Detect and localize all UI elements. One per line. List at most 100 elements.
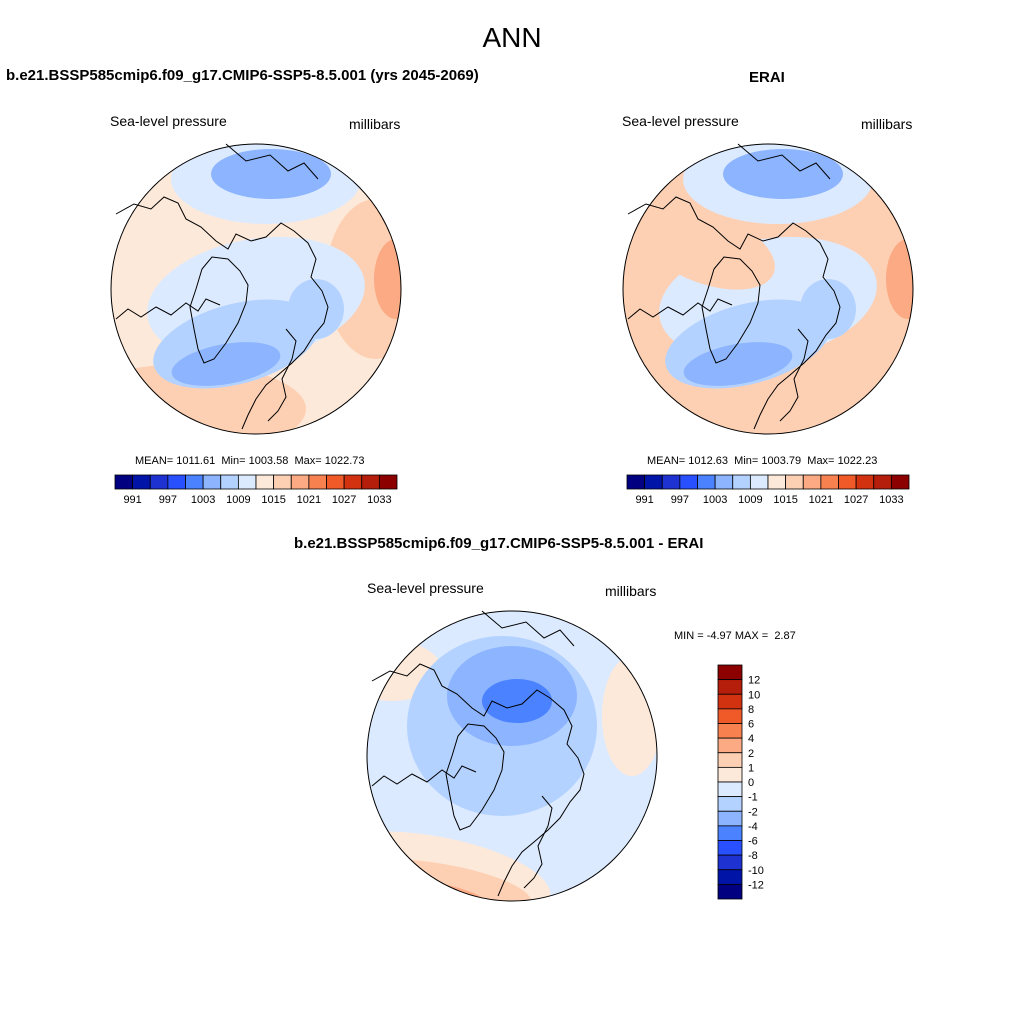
panel3-colorbar-tick: 1 (748, 762, 754, 774)
panel3-variable-label: Sea-level pressure (367, 580, 484, 596)
panel1-colorbar-swatch (185, 474, 204, 490)
panel3-max-label: MAX = (734, 630, 769, 642)
panel3-min-value: -4.97 (706, 630, 732, 642)
panel3-colorbar-swatch (717, 854, 743, 871)
panel2-min-value: 1003.79 (761, 455, 802, 467)
panel3-coastline-1 (371, 663, 585, 897)
panel3-colorbar-swatch (717, 766, 743, 783)
panel2-map-border (622, 143, 914, 435)
panel1-colorbar-tick: 1015 (261, 494, 285, 506)
panel3-colorbar-swatch (717, 840, 743, 856)
panel2-colorbar-tick: 1021 (809, 494, 833, 506)
panel1-high-pacific-inner (374, 239, 401, 319)
panel1-colorbar-swatch (273, 474, 292, 490)
panel1-colorbar-swatch (202, 474, 222, 490)
panel2-high-pacific-inner (886, 239, 913, 319)
panel3-colorbar-swatch (717, 781, 743, 798)
panel1-coastline-3 (189, 256, 249, 364)
panel3-colorbar-tick: 12 (748, 675, 760, 687)
panel3-colorbar-tick: 4 (748, 733, 754, 745)
panel1-colorbar-swatch (361, 474, 380, 490)
panel2-coastline-3 (701, 256, 761, 364)
panel2-units-label: millibars (861, 116, 913, 132)
panel1-colorbar-swatch (343, 474, 363, 490)
panel1-colorbar-tick: 1027 (332, 494, 356, 506)
panel1-colorbar-swatch (132, 474, 151, 490)
panel3-colorbar-swatch (717, 708, 743, 724)
panel3-colorbar-tick: 8 (748, 704, 754, 716)
panel2-max-value: 1022.23 (837, 455, 878, 467)
panel2-variable-label: Sea-level pressure (622, 113, 739, 129)
panel1-colorbar-swatch (167, 474, 186, 490)
panel3-colorbar-tick: 10 (748, 689, 760, 701)
panel3-colorbar-swatch (717, 679, 743, 695)
panel2-colorbar-swatch (679, 474, 698, 490)
panel3-colorbar-swatch (717, 737, 743, 754)
panel2-low-barents (800, 279, 856, 339)
panel3-colorbar-swatch (717, 883, 743, 900)
panel3-map-border (366, 610, 658, 902)
panel2-stats: MEAN= 1012.63 Min= 1003.79 Max= 1022.23 (647, 455, 877, 467)
panel1-coastline-1 (115, 196, 329, 430)
panel3-colorbar-swatch (717, 664, 743, 681)
panel3-coastline-5 (481, 610, 575, 647)
panel1-coastline-5 (225, 143, 319, 180)
panel3-stats: MIN = -4.97 MAX = 2.87 (674, 630, 796, 642)
panel1-map-border (110, 143, 402, 435)
panel3-colorbar-tick: -8 (748, 850, 758, 862)
panel3-colorbar-swatch (717, 796, 743, 812)
panel2-colorbar-swatch (626, 474, 646, 490)
panel1-colorbar-swatch (326, 474, 345, 490)
panel1-colorbar-tick: 1009 (226, 494, 250, 506)
panel2-coastline-1 (627, 196, 841, 430)
panel1-low-aleutian-inner (211, 149, 331, 199)
panel1-colorbar-swatch (237, 474, 257, 490)
panel3-colorbar-swatch (717, 723, 743, 739)
panel2-low-iceland-inner (683, 342, 793, 386)
panel2-colorbar-swatch (820, 474, 839, 490)
panel2-mean-label: MEAN= (647, 455, 686, 467)
panel3-units-label: millibars (605, 583, 657, 599)
panel1-colorbar-swatch (308, 474, 327, 490)
panel2-colorbar-swatch (785, 474, 804, 490)
panel2-high-siberia (641, 208, 775, 290)
panel3-min-label: MIN = (674, 630, 704, 642)
panel3-title: b.e21.BSSP585cmip6.f09_g17.CMIP6-SSP5-8.… (294, 535, 704, 552)
panel1-map (111, 144, 401, 434)
panel1-colorbar-swatch (378, 474, 398, 490)
panel2-coastline-5 (737, 143, 831, 180)
panel1-min-value: 1003.58 (248, 455, 289, 467)
panel3-colorbar-swatch (717, 752, 743, 768)
panel3-colorbar-swatch (717, 825, 743, 841)
panel2-colorbar-swatch (697, 474, 716, 490)
panel2-min-label: Min= (734, 455, 759, 467)
panel2-colorbar-tick: 1027 (844, 494, 868, 506)
panel3-coastline-2 (371, 765, 477, 787)
panel2-colorbar-swatch (838, 474, 857, 490)
panel3-colorbar-tick: 2 (748, 748, 754, 760)
panel3-colorbar-tick: -1 (748, 792, 758, 804)
panel3-coastline-3 (445, 723, 505, 831)
panel2-mean-value: 1012.63 (688, 455, 729, 467)
panel1-colorbar-swatch (149, 474, 169, 490)
panel1-variable-label: Sea-level pressure (110, 113, 227, 129)
panel2-low-aleutian-inner (723, 149, 843, 199)
panel3-colorbar-tick: -12 (748, 879, 764, 891)
panel3-max-value: 2.87 (774, 630, 796, 642)
main-title: ANN (482, 22, 542, 53)
panel2-colorbar-swatch (749, 474, 769, 490)
panel2-colorbar-tick: 1015 (773, 494, 797, 506)
panel1-coastline-2 (115, 298, 221, 320)
panel2-max-label: Max= (807, 455, 835, 467)
panel2-colorbar-swatch (890, 474, 910, 490)
panel3-negative-arctic-inner (482, 679, 552, 723)
panel1-mean-label: MEAN= (135, 455, 174, 467)
panel1-mean-value: 1011.61 (176, 455, 216, 467)
panel3-colorbar-swatch (717, 869, 743, 885)
panel1-colorbar-tick: 991 (123, 494, 141, 506)
panel1-low-iceland-inner (171, 342, 281, 386)
panel3-colorbar-swatch (717, 810, 743, 827)
panel1-colorbar-tick: 997 (159, 494, 177, 506)
